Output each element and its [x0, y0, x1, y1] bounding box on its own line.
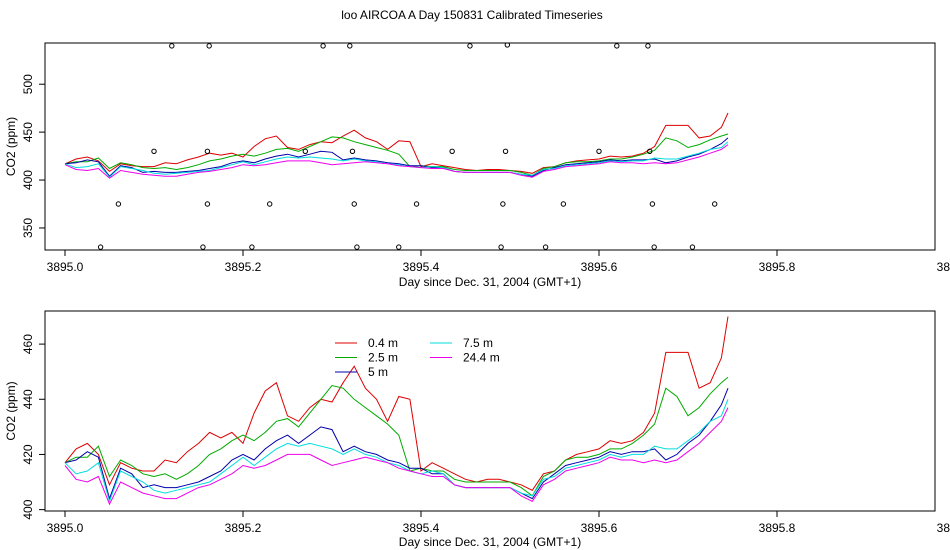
series-line-5-m	[64, 388, 729, 501]
scatter-point	[504, 43, 511, 48]
x-tick-label: 3895.6	[581, 521, 618, 535]
scatter-point	[97, 244, 104, 250]
scatter-point	[449, 148, 455, 154]
scatter-point	[302, 148, 308, 154]
scatter-point	[267, 201, 273, 207]
scatter-point	[396, 244, 402, 250]
series-line-24-4-m	[64, 144, 729, 179]
chart-title: loo AIRCOA A Day 150831 Calibrated Times…	[341, 8, 602, 22]
x-tick-label: 3895.6	[581, 260, 618, 274]
scatter-point	[204, 148, 211, 154]
y-tick-label: 460	[21, 334, 35, 354]
legend-label-2-5-m: 2.5 m	[368, 351, 398, 365]
scatter-point	[413, 201, 420, 207]
scatter-point	[500, 201, 506, 207]
y-tick-label: 350	[21, 218, 35, 238]
scatter-point	[647, 148, 653, 154]
scatter-point	[354, 244, 360, 250]
series-line-5-m	[64, 137, 729, 177]
x-tick-label: 3895.2	[225, 521, 262, 535]
y-tick-label: 420	[21, 444, 35, 464]
plot-frame	[44, 310, 936, 512]
x-tick-label: 3895.4	[403, 521, 440, 535]
x-axis-label: Day since Dec. 31, 2004 (GMT+1)	[399, 535, 581, 549]
scatter-point	[351, 201, 357, 207]
legend-label-0-4-m: 0.4 m	[368, 336, 398, 350]
scatter-point	[645, 43, 651, 49]
y-axis-label: CO2 (ppm)	[4, 117, 18, 176]
legend: 0.4 m2.5 m5 m 7.5 m24.4 m	[335, 336, 500, 379]
series-line-7-5-m	[64, 141, 729, 178]
scatter-point	[651, 244, 657, 250]
scatter-point	[206, 43, 212, 49]
scatter-point	[560, 201, 567, 207]
scatter-point	[614, 43, 620, 49]
series-line-24-4-m	[64, 407, 729, 506]
series-line-2-5-m	[64, 376, 729, 497]
y-axis-label: CO2 (ppm)	[4, 381, 18, 440]
scatter-point	[320, 43, 326, 49]
x-tick-label: 3895.0	[47, 260, 84, 274]
scatter-point	[204, 201, 211, 207]
scatter-point	[498, 244, 504, 250]
series-line-2-5-m	[64, 133, 729, 176]
x-tick-label: 3896.0	[937, 521, 950, 535]
y-tick-label: 440	[21, 389, 35, 409]
series-group	[64, 316, 729, 506]
x-tick-label: 3895.8	[759, 521, 796, 535]
series-line-0-4-m	[64, 316, 729, 491]
legend-label-24-4-m: 24.4 m	[463, 351, 500, 365]
scatter-point	[649, 201, 656, 207]
x-tick-label: 3895.2	[225, 260, 262, 274]
y-tick-label: 450	[21, 122, 35, 142]
scatter-point	[249, 244, 255, 250]
scatter-point	[689, 244, 696, 250]
plot-frame	[44, 42, 936, 251]
x-tick-label: 3895.0	[47, 521, 84, 535]
scatter-point	[151, 148, 157, 154]
scatter-point	[169, 43, 175, 49]
y-tick-label: 400	[21, 499, 35, 519]
series-line-7-5-m	[64, 399, 729, 503]
series-group	[64, 43, 729, 250]
x-tick-label: 3895.4	[403, 260, 440, 274]
series-line-0-4-m	[64, 112, 729, 174]
scatter-point	[542, 244, 549, 250]
scatter-point	[467, 43, 473, 49]
top-panel: 3895.0 3895.2 3895.4 3895.6 3895.8 3896.0 350 4…	[4, 42, 950, 289]
legend-label-7-5-m: 7.5 m	[463, 336, 493, 350]
scatter-point	[115, 201, 122, 207]
x-axis-label: Day since Dec. 31, 2004 (GMT+1)	[399, 275, 581, 289]
scatter-point	[200, 244, 206, 250]
x-tick-label: 3896.0	[937, 260, 950, 274]
scatter-point	[502, 148, 509, 154]
y-tick-label: 500	[21, 74, 35, 94]
bottom-panel: 3895.0 3895.2 3895.4 3895.6 3895.8 3896.0 400 4…	[4, 310, 950, 549]
scatter-point	[712, 201, 718, 207]
scatter-point	[347, 43, 353, 49]
x-tick-label: 3895.8	[759, 260, 796, 274]
y-tick-label: 400	[21, 170, 35, 190]
scatter-point	[596, 148, 602, 154]
legend-label-5-m: 5 m	[368, 365, 388, 379]
scatter-point	[349, 148, 356, 154]
